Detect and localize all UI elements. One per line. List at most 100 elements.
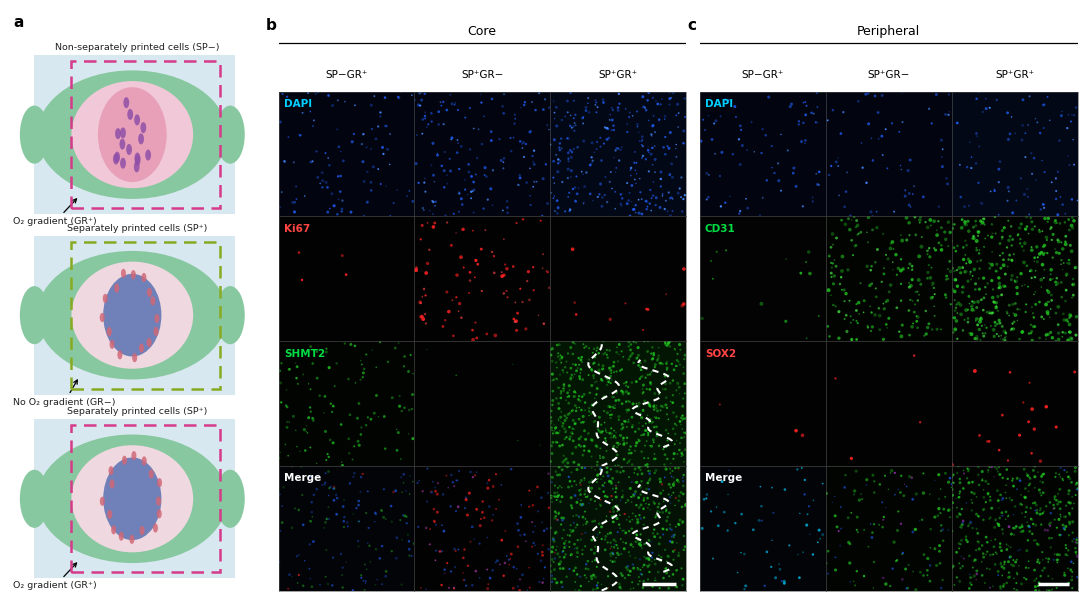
Point bbox=[416, 284, 433, 294]
Point bbox=[544, 491, 562, 501]
Point bbox=[656, 204, 673, 214]
Point bbox=[989, 486, 1007, 496]
Point bbox=[866, 91, 883, 101]
Point bbox=[613, 570, 631, 580]
Point bbox=[664, 569, 681, 579]
Point bbox=[960, 521, 977, 531]
Point bbox=[390, 93, 407, 103]
Point bbox=[649, 529, 666, 539]
Point bbox=[996, 580, 1013, 589]
Point bbox=[937, 274, 955, 284]
Point bbox=[944, 526, 961, 536]
Point bbox=[548, 495, 565, 505]
Point bbox=[764, 536, 781, 545]
Point bbox=[502, 146, 519, 156]
Point bbox=[271, 557, 288, 567]
Point bbox=[595, 482, 612, 491]
Point bbox=[432, 97, 449, 107]
Point bbox=[661, 378, 678, 388]
Point bbox=[972, 312, 989, 322]
Point bbox=[436, 565, 454, 575]
Point bbox=[964, 562, 982, 572]
Point bbox=[565, 144, 582, 154]
Point bbox=[324, 100, 341, 110]
Point bbox=[299, 428, 316, 438]
Point bbox=[408, 478, 426, 488]
Point bbox=[961, 519, 978, 529]
Point bbox=[1042, 509, 1059, 518]
Point bbox=[634, 583, 651, 592]
Point bbox=[345, 586, 362, 595]
Text: SP⁺GR⁺: SP⁺GR⁺ bbox=[598, 70, 637, 80]
Point bbox=[931, 558, 948, 568]
Point bbox=[572, 484, 590, 494]
Point bbox=[1027, 175, 1044, 185]
Point bbox=[966, 297, 983, 307]
Point bbox=[1039, 217, 1056, 226]
Point bbox=[1014, 327, 1031, 337]
Point bbox=[329, 195, 347, 204]
Point bbox=[1029, 252, 1047, 262]
Point bbox=[821, 170, 838, 180]
Point bbox=[360, 487, 377, 496]
Point bbox=[651, 580, 669, 590]
Point bbox=[1004, 234, 1022, 244]
Point bbox=[366, 91, 383, 101]
Point bbox=[637, 154, 654, 164]
Point bbox=[948, 547, 966, 557]
Point bbox=[585, 373, 603, 383]
Point bbox=[669, 449, 686, 459]
Point bbox=[284, 198, 301, 207]
Point bbox=[445, 331, 462, 341]
Point bbox=[620, 337, 637, 346]
Point bbox=[634, 135, 651, 144]
Point bbox=[645, 417, 662, 427]
Point bbox=[1050, 167, 1067, 177]
Point bbox=[644, 160, 661, 170]
Ellipse shape bbox=[134, 162, 139, 173]
Point bbox=[665, 454, 683, 464]
Point bbox=[1056, 512, 1074, 521]
Point bbox=[573, 550, 591, 559]
Text: O₂ gradient (GR⁺): O₂ gradient (GR⁺) bbox=[13, 199, 97, 226]
Point bbox=[569, 548, 586, 558]
Point bbox=[499, 293, 516, 302]
Point bbox=[551, 462, 568, 472]
Point bbox=[994, 511, 1011, 521]
Point bbox=[598, 492, 616, 502]
Point bbox=[549, 549, 566, 559]
Point bbox=[1052, 530, 1069, 540]
Point bbox=[565, 526, 582, 536]
Point bbox=[546, 553, 564, 563]
Point bbox=[320, 452, 337, 462]
Point bbox=[590, 578, 607, 588]
Point bbox=[981, 263, 998, 273]
Point bbox=[977, 289, 995, 299]
Point bbox=[991, 581, 1009, 591]
Point bbox=[653, 191, 671, 201]
Point bbox=[627, 377, 645, 387]
Point bbox=[1025, 466, 1042, 476]
Point bbox=[608, 513, 625, 523]
Point bbox=[885, 265, 902, 275]
Point bbox=[1042, 224, 1059, 234]
Point bbox=[494, 536, 511, 545]
Point bbox=[963, 297, 981, 307]
Point bbox=[462, 467, 480, 477]
Point bbox=[948, 502, 966, 512]
Point bbox=[921, 543, 939, 553]
Point bbox=[338, 518, 355, 528]
Point bbox=[671, 360, 688, 370]
Point bbox=[540, 103, 557, 113]
Point bbox=[395, 478, 413, 488]
Point bbox=[1047, 244, 1064, 254]
Point bbox=[473, 140, 490, 149]
Point bbox=[726, 102, 743, 111]
Point bbox=[805, 550, 822, 559]
Point bbox=[567, 419, 584, 428]
Point bbox=[962, 329, 980, 339]
Point bbox=[731, 209, 748, 218]
Point bbox=[367, 508, 384, 518]
Point bbox=[461, 103, 478, 113]
Point bbox=[643, 379, 660, 389]
